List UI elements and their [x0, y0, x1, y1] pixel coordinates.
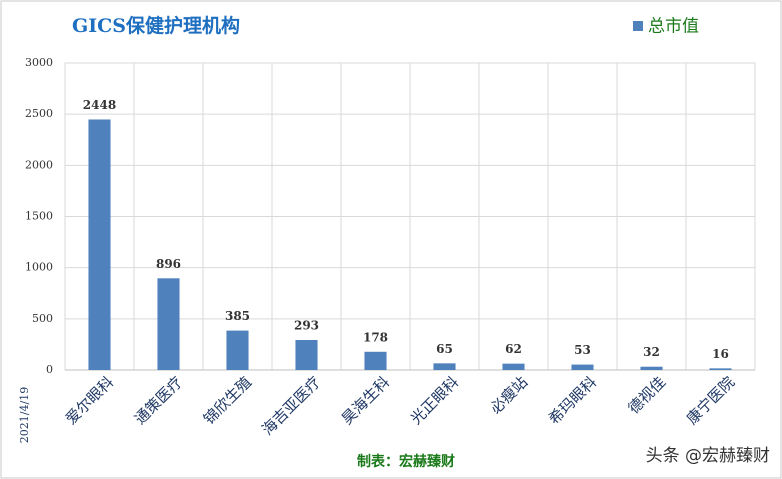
- bar: [226, 330, 249, 370]
- source-label: 制表：宏赫臻财: [357, 453, 455, 470]
- bar: [571, 364, 594, 370]
- value-label: 293: [294, 319, 319, 333]
- y-tick-label: 1500: [25, 210, 53, 223]
- bar: [157, 278, 180, 370]
- bar: [295, 340, 318, 370]
- y-tick-label: 2500: [25, 107, 53, 120]
- value-label: 896: [156, 257, 181, 271]
- y-tick-label: 1000: [25, 261, 53, 274]
- y-tick-label: 3000: [25, 56, 53, 69]
- bar: [640, 366, 663, 370]
- watermark: 头条 @宏赫臻财: [646, 446, 770, 466]
- y-tick-label: 500: [32, 312, 53, 325]
- bar: [709, 368, 732, 370]
- value-label: 62: [505, 342, 522, 356]
- value-label: 16: [712, 347, 729, 361]
- y-tick-label: 2000: [25, 158, 53, 171]
- legend-swatch: [633, 21, 643, 31]
- bar: [364, 351, 387, 370]
- bar: [88, 119, 111, 370]
- value-label: 32: [643, 345, 660, 359]
- value-label: 65: [436, 342, 453, 356]
- value-label: 178: [363, 330, 388, 344]
- date-label: 2021/4/19: [18, 387, 31, 443]
- bar: [502, 363, 525, 370]
- value-label: 2448: [83, 98, 116, 112]
- legend-label: 总市值: [648, 17, 699, 37]
- bar: [433, 363, 456, 370]
- y-tick-label: 0: [46, 363, 53, 376]
- value-label: 53: [574, 343, 591, 357]
- value-label: 385: [225, 309, 250, 323]
- chart-title: GICS保健护理机构: [72, 14, 240, 37]
